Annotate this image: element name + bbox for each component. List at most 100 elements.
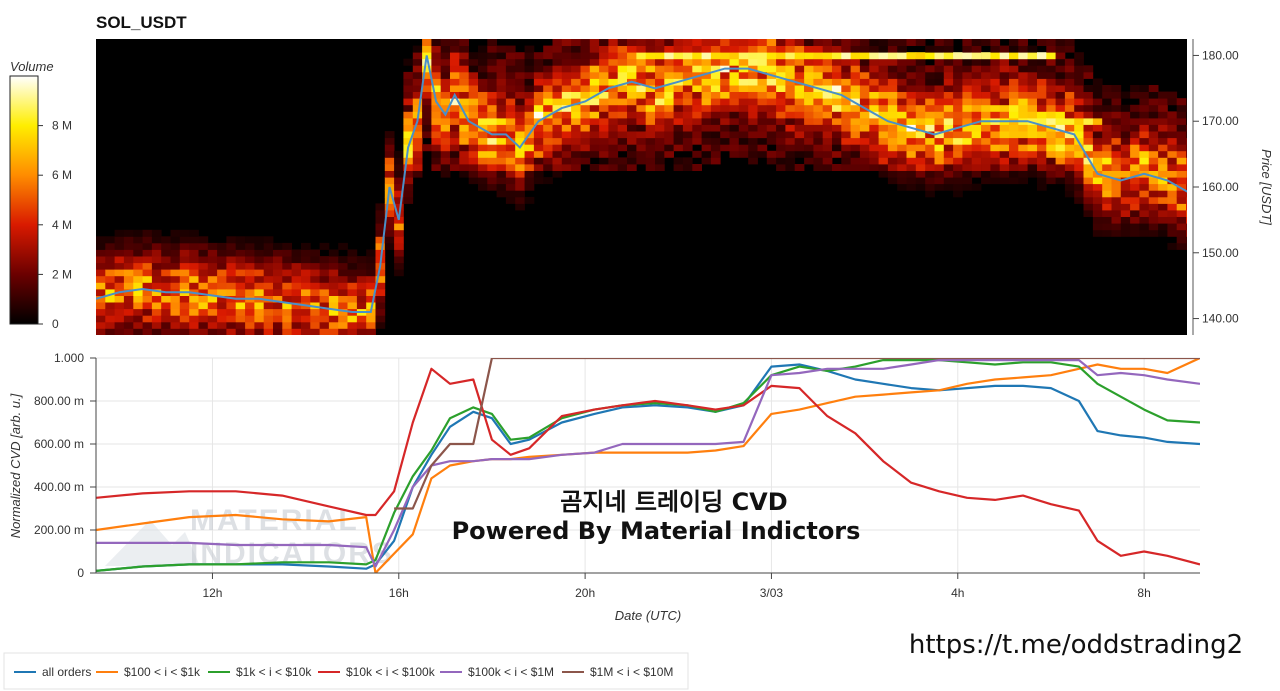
- heatmap-cell: [1018, 144, 1028, 152]
- heatmap-cell: [1102, 229, 1112, 237]
- heatmap-cell: [813, 98, 824, 106]
- heatmap-cell: [999, 170, 1010, 178]
- heatmap-cell: [804, 150, 814, 158]
- heatmap-cell: [207, 328, 218, 335]
- overlay-subtitle: Powered By Material Indictors: [452, 517, 861, 545]
- heatmap-cell: [1130, 223, 1140, 231]
- heatmap-cell: [804, 144, 814, 152]
- heatmap-cell: [1148, 104, 1159, 112]
- heatmap-cell: [226, 256, 237, 264]
- legend-items: all orders $100 < i < $1k $1k < i < $10k $1…: [14, 665, 673, 679]
- heatmap-cell: [245, 249, 255, 257]
- heatmap-cell: [478, 144, 488, 152]
- heatmap-cell: [170, 242, 181, 250]
- heatmap-cell: [1018, 137, 1028, 145]
- heatmap-cell: [1120, 229, 1131, 237]
- heatmap-cell: [245, 236, 255, 244]
- heatmap-cell: [403, 85, 414, 92]
- heatmap-cell: [1111, 196, 1122, 204]
- heatmap-cell: [515, 124, 525, 132]
- heatmap-cell: [543, 78, 553, 86]
- heatmap-cell: [1037, 111, 1047, 119]
- heatmap-cell: [207, 262, 218, 270]
- heatmap-cell: [1092, 196, 1103, 204]
- heatmap-cell: [552, 137, 563, 145]
- heatmap-cell: [934, 91, 945, 99]
- heatmap-cell: [1158, 117, 1168, 125]
- heatmap-cell: [384, 229, 395, 237]
- heatmap-cell: [906, 65, 917, 73]
- heatmap-cell: [133, 262, 143, 270]
- heatmap-cell: [450, 157, 460, 165]
- heatmap-cell: [627, 71, 637, 79]
- heatmap-cell: [934, 183, 945, 191]
- heatmap-cell: [599, 150, 609, 158]
- heatmap-cell: [897, 98, 907, 106]
- heatmap-cell: [710, 39, 721, 46]
- heatmap-cell: [1158, 98, 1168, 106]
- heatmap-cell: [832, 91, 842, 99]
- heatmap-cell: [710, 117, 721, 125]
- heatmap-cell: [1074, 117, 1084, 125]
- heatmap-cell: [1176, 111, 1187, 119]
- heatmap-cell: [478, 85, 488, 92]
- heatmap-cell: [1064, 150, 1075, 158]
- heatmap-cell: [123, 289, 134, 296]
- cvd-x-tick-label: 16h: [389, 586, 409, 600]
- heatmap-cell: [543, 117, 553, 125]
- heatmap-cell: [1018, 177, 1028, 185]
- heatmap-cell: [291, 269, 302, 277]
- heatmap-cell: [217, 295, 227, 303]
- heatmap-cell: [1027, 131, 1038, 139]
- heatmap-cell: [645, 150, 656, 158]
- heatmap-cell: [608, 150, 619, 158]
- heatmap-cell: [580, 71, 591, 79]
- heatmap-cell: [850, 52, 861, 60]
- heatmap-cell: [505, 170, 516, 178]
- heatmap-cell: [338, 308, 348, 316]
- heatmap-cell: [701, 157, 712, 165]
- heatmap-cell: [962, 39, 973, 46]
- heatmap-cell: [571, 124, 581, 132]
- heatmap-cell: [850, 137, 861, 145]
- heatmap-cell: [1195, 223, 1205, 230]
- heatmap-cell: [738, 45, 749, 53]
- heatmap-cell: [804, 104, 814, 112]
- heatmap-cell: [971, 52, 982, 60]
- heatmap-cell: [524, 45, 535, 53]
- heatmap-cell: [720, 91, 730, 99]
- heatmap-cell: [971, 170, 982, 178]
- heatmap-cell: [962, 91, 973, 99]
- heatmap-cell: [1037, 177, 1047, 185]
- heatmap-cell: [1130, 190, 1140, 198]
- heatmap-cell: [282, 315, 292, 323]
- heatmap-cell: [217, 242, 227, 250]
- heatmap-cell: [459, 124, 469, 132]
- heatmap-cell: [887, 177, 898, 185]
- heatmap-cell: [1083, 85, 1094, 92]
- heatmap-cell: [403, 131, 414, 139]
- heatmap-cell: [505, 124, 516, 132]
- heatmap-cell: [217, 249, 227, 257]
- heatmap-cell: [263, 236, 274, 244]
- heatmap-cell: [757, 71, 768, 79]
- heatmap-cell: [1111, 216, 1122, 224]
- heatmap-cell: [859, 137, 870, 145]
- heatmap-cell: [971, 157, 982, 165]
- heatmap-cell: [869, 131, 879, 139]
- heatmap-cell: [859, 65, 870, 73]
- heatmap-cell: [263, 295, 274, 303]
- heatmap-cell: [953, 144, 963, 152]
- heatmap-cell: [608, 39, 619, 46]
- heatmap-cell: [450, 39, 460, 46]
- heatmap-cell: [859, 124, 870, 132]
- heatmap-cell: [440, 124, 451, 132]
- heatmap-cell: [1148, 91, 1159, 99]
- heatmap-cell: [207, 302, 218, 310]
- heatmap-cell: [841, 131, 851, 139]
- heatmap-cell: [1055, 39, 1066, 46]
- heatmap-cell: [813, 150, 824, 158]
- heatmap-cell: [645, 137, 656, 145]
- heatmap-cell: [850, 104, 861, 112]
- heatmap-cell: [515, 203, 525, 211]
